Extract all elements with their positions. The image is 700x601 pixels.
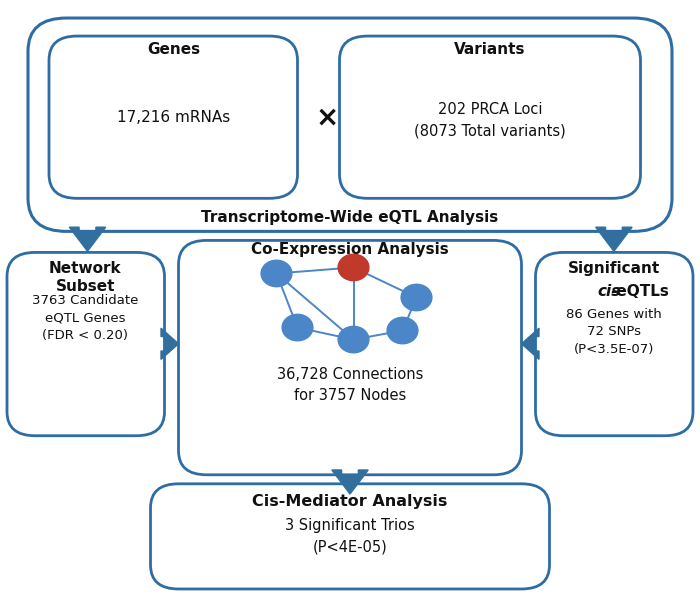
Polygon shape <box>161 328 178 359</box>
Text: 86 Genes with
72 SNPs
(P<3.5E-07): 86 Genes with 72 SNPs (P<3.5E-07) <box>566 308 662 356</box>
Text: Transcriptome-Wide eQTL Analysis: Transcriptome-Wide eQTL Analysis <box>202 210 498 225</box>
FancyBboxPatch shape <box>340 36 640 198</box>
Text: -eQTLs: -eQTLs <box>610 284 669 299</box>
FancyBboxPatch shape <box>150 484 550 589</box>
Text: cis: cis <box>597 284 620 299</box>
Text: 36,728 Connections
for 3757 Nodes: 36,728 Connections for 3757 Nodes <box>276 367 424 403</box>
Polygon shape <box>522 328 539 359</box>
Text: 202 PRCA Loci
(8073 Total variants): 202 PRCA Loci (8073 Total variants) <box>414 102 566 138</box>
Circle shape <box>261 260 292 287</box>
Circle shape <box>401 284 432 311</box>
Text: Co-Expression Analysis: Co-Expression Analysis <box>251 242 449 257</box>
Polygon shape <box>332 470 368 494</box>
Circle shape <box>282 314 313 341</box>
Text: Network
Subset: Network Subset <box>49 261 122 294</box>
Text: 17,216 mRNAs: 17,216 mRNAs <box>117 110 230 124</box>
Text: Genes: Genes <box>147 42 200 56</box>
Circle shape <box>387 317 418 344</box>
Text: Variants: Variants <box>454 42 526 56</box>
Circle shape <box>338 254 369 281</box>
Text: Significant: Significant <box>568 261 660 276</box>
FancyBboxPatch shape <box>178 240 522 475</box>
FancyBboxPatch shape <box>7 252 164 436</box>
Polygon shape <box>69 227 106 251</box>
FancyBboxPatch shape <box>49 36 298 198</box>
Text: Cis-Mediator Analysis: Cis-Mediator Analysis <box>252 494 448 509</box>
Text: 3 Significant Trios
(P<4E-05): 3 Significant Trios (P<4E-05) <box>285 518 415 555</box>
Polygon shape <box>596 227 632 251</box>
Text: 3763 Candidate
eQTL Genes
(FDR < 0.20): 3763 Candidate eQTL Genes (FDR < 0.20) <box>32 294 139 343</box>
FancyBboxPatch shape <box>28 18 672 231</box>
Text: ×: × <box>316 103 340 131</box>
FancyBboxPatch shape <box>536 252 693 436</box>
Circle shape <box>338 326 369 353</box>
